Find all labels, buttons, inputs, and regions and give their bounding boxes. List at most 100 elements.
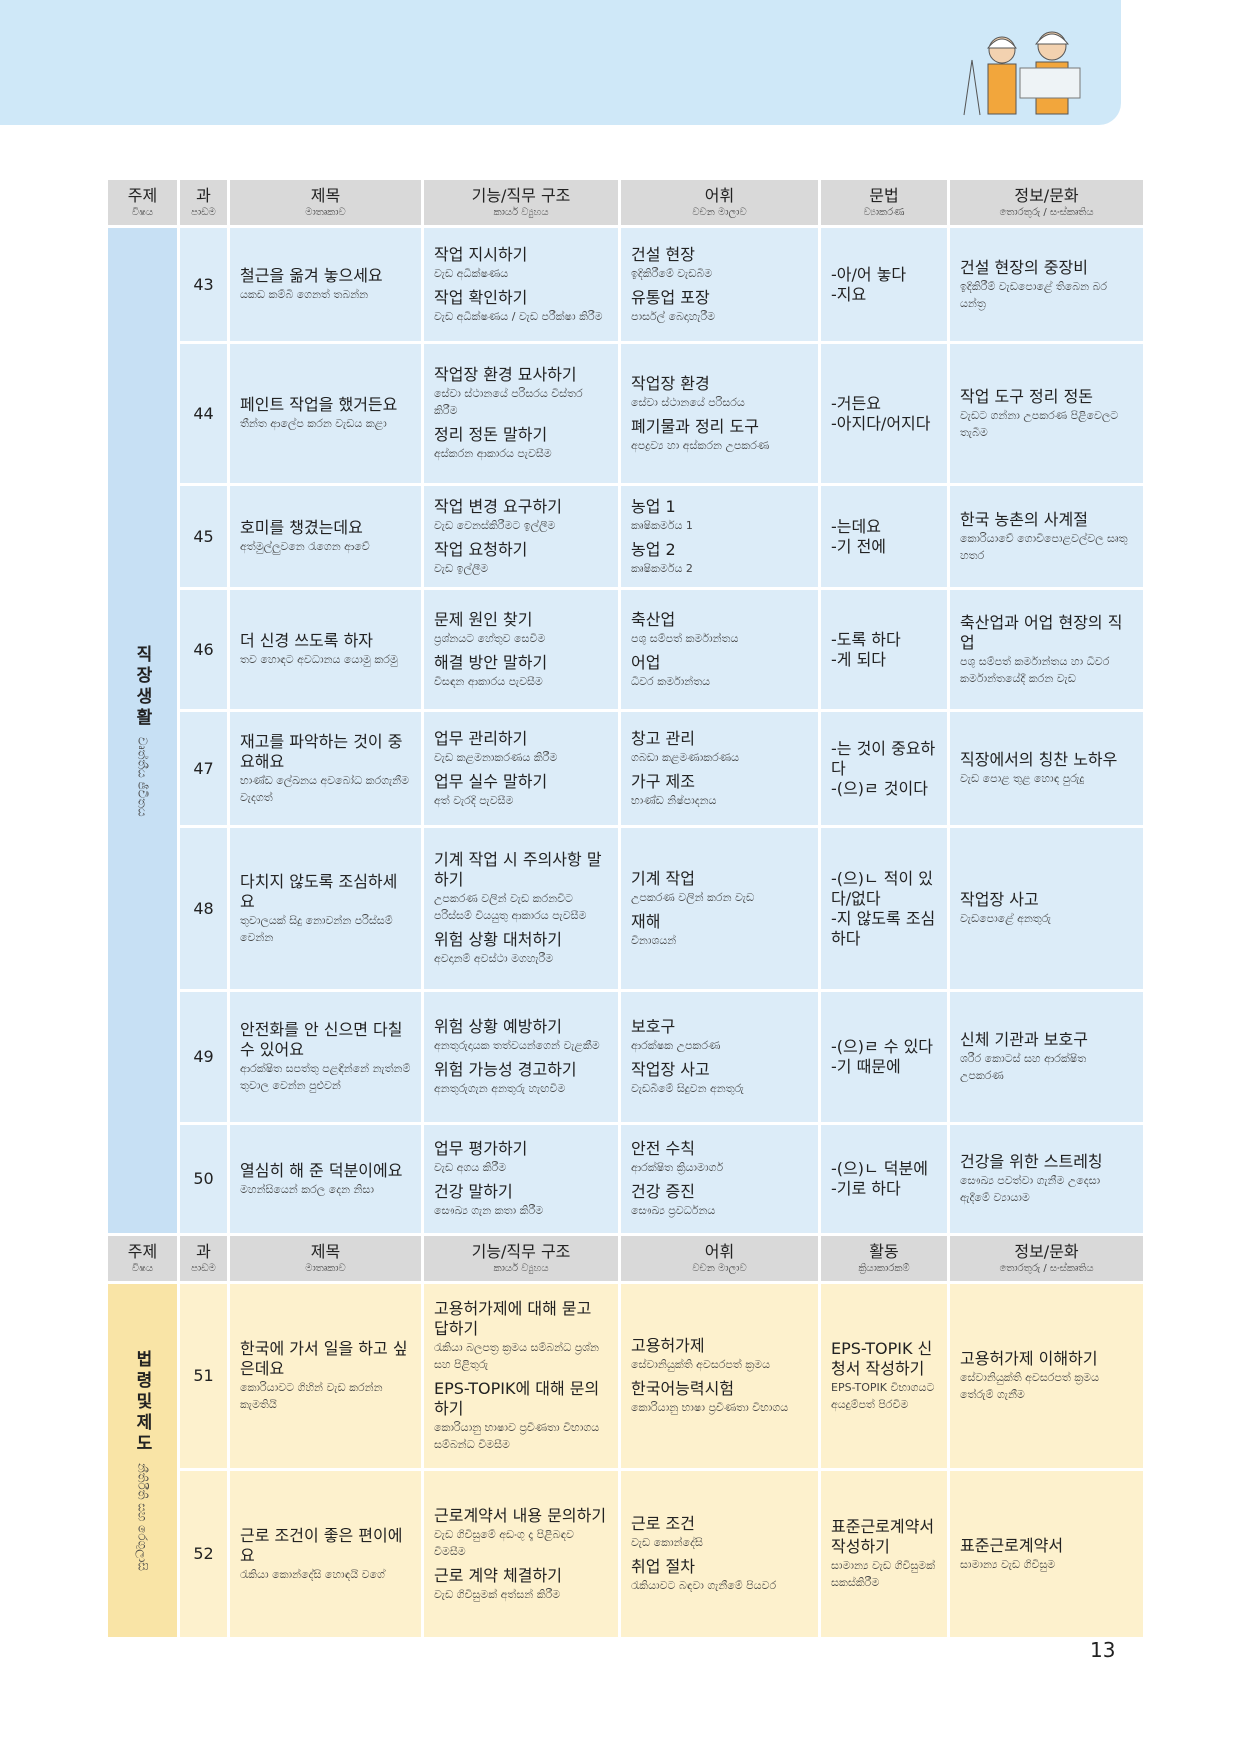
lesson-row: 법령및제도 නීතිරීති සහ රෙගුලාසි 51 한국에 가서 일을 하고 …	[105, 1281, 1146, 1640]
text-ko: 기능/직무 구조	[471, 1242, 571, 1261]
grammar-cell: -(으)ㄴ 적이 있다/없다 -지 않도록 조심하다	[818, 825, 950, 992]
text-si: වැඩ කොන්දේසි	[631, 1536, 703, 1549]
text-si: උපකරණ වලින් කරන වැඩ	[631, 890, 755, 904]
lesson: 48	[193, 898, 214, 918]
text-ko: 안전 수칙	[631, 1139, 695, 1158]
text-si: අනතුරුදායක තත්වයන්ගෙන් වැළකීම	[434, 1039, 600, 1052]
vocab-cell: 고용허가제 සේවානියුක්ති අවසරපත් ක්‍රමය 한국어능력시험 ක…	[618, 1281, 821, 1471]
text-si: අවදානම් අවස්ථා මගහැරීම	[434, 952, 554, 965]
lesson-number: 48	[177, 825, 230, 992]
text-ko: 보호구	[631, 1017, 676, 1036]
text-ko: 작업장 사고	[631, 1060, 710, 1079]
text-si: තුවාලයක් සිදු නොවන්න පරිස්සම් වෙන්න	[240, 913, 393, 944]
culture-cell: 신체 기관과 보호구 ශරීර කොටස් සහ ආරක්ෂිත උපකරණ	[947, 989, 1146, 1125]
text-ko: 고용허가제	[631, 1336, 705, 1355]
text-si: සාමාන්‍ය වැඩ ගිවිසුම	[960, 1557, 1056, 1571]
text-ko: 작업 요청하기	[434, 539, 528, 559]
culture-cell: 작업 도구 정리 정돈 වැඩට ගන්නා උපකරණ පිළිවෙලට තැබ…	[947, 341, 1146, 486]
lesson-row: 직장생활 වෘත්තීය ජීවිතය 43 철근을 옮겨 놓으세요 යකඩ කම්බි…	[105, 225, 1146, 1236]
text-si: පශු සම්පත් කර්මාන්තය හා ධීවර කර්මාන්තයේද…	[960, 654, 1110, 685]
text-si: ඉදිකිරීම් වැඩපොළේ තිබෙන බර යන්ත්‍ර	[960, 279, 1108, 310]
text-ko: 축산업	[631, 609, 676, 629]
text-ko: 제목	[310, 1242, 341, 1261]
grammar-item: -아/어 놓다	[831, 264, 907, 284]
lesson-number: 46	[177, 587, 230, 712]
text-si: කෘෂිකර්මය 1	[631, 518, 693, 532]
lesson-number: 47	[177, 709, 230, 828]
lesson-row: 44 페인트 작업을 했거든요 තීන්ත ආලේප කරන වැඩය කළා 작업장…	[107, 341, 1146, 486]
text-si: ආරක්ෂක උපකරණ	[631, 1039, 721, 1052]
text-ko: 업무 실수 말하기	[434, 771, 548, 791]
text-ko: EPS-TOPIK 신청서 작성하기	[831, 1339, 933, 1378]
grammar-item: -(으)ㄴ 덕분에	[831, 1159, 928, 1178]
header-cell: 정보/문화 තොරතුරු / සංස්කෘතිය	[947, 1233, 1146, 1284]
vocab-cell: 농업 1 කෘෂිකර්මය 1 농업 2 කෘෂිකර්මය 2	[618, 483, 821, 590]
text-ko: 직장에서의 칭찬 노하우	[960, 750, 1118, 769]
text-si: වචන මාලාව	[692, 1263, 747, 1274]
title-cell: 열심히 해 준 덕분이에요 මහන්සියෙන් කරල දෙන නිසා	[227, 1122, 424, 1236]
grammar-item: -거든요	[831, 393, 881, 413]
text-si: මහන්සියෙන් කරල දෙන නිසා	[240, 1182, 374, 1196]
text-ko: 근로 조건	[631, 1514, 695, 1533]
text-ko: 호미를 챙겼는데요	[240, 518, 363, 537]
text-si: කොරියාවේ ගොවිපොළවල්වල සෘතු හතර	[960, 531, 1128, 562]
lesson-row: 45 호미를 챙겼는데요 අත්මුල්ලුවනෙ රැගෙන ආවේ 작업 변경 요…	[107, 483, 1146, 590]
text-ko: 정보/문화	[1014, 186, 1079, 205]
grammar-cell: 표준근로계약서 작성하기 සාමාන්‍ය වැඩ ගිවිසුමක් සකස්ක…	[818, 1468, 950, 1640]
text-ko: 어휘	[704, 1242, 735, 1261]
text-ko: EPS-TOPIK에 대해 문의하기	[434, 1379, 600, 1418]
text-ko: 과	[196, 186, 211, 205]
text-si: වැඩ කළමනාකරණය කිරීම	[434, 750, 558, 764]
text-ko: 주제	[127, 186, 158, 205]
culture-cell: 한국 농촌의 사계절 කොරියාවේ ගොවිපොළවල්වල සෘතු හතර	[947, 483, 1146, 590]
text-si: සෞඛ්‍ය ප්‍රවර්ධනය	[631, 1204, 716, 1217]
text-si: තොරතුරු / සංස්කෘතිය	[999, 1263, 1094, 1274]
vocab-cell: 창고 관리 ගබඩා කළමණාකරණය 가구 제조 භාණ්ඩ නිෂ්පාදනය	[618, 709, 821, 828]
grammar-item: -도록 하다	[831, 629, 901, 649]
lesson-row: 50 열심히 해 준 덕분이에요 මහන්සියෙන් කරල දෙන නිසා 업무…	[107, 1122, 1146, 1236]
text-si: අනතුරුගැන අනතුරු හැඟවීම	[434, 1082, 566, 1095]
text-si: වචන මාලාව	[692, 207, 747, 218]
text-ko: 제목	[310, 186, 341, 205]
lesson-number: 50	[177, 1122, 230, 1236]
page-number: 13	[1090, 1638, 1116, 1662]
text-si: වැඩ අගය කිරීම	[434, 1161, 507, 1174]
text-ko: 철근을 옮겨 놓으세요	[240, 266, 383, 285]
text-ko: 어휘	[704, 186, 735, 205]
top-banner	[0, 0, 1121, 125]
grammar-item: -아지다/어지다	[831, 413, 931, 433]
lesson: 45	[193, 526, 214, 546]
text-si: වැඩ ගිවිසුමක් අත්සන් කිරීම	[434, 1587, 561, 1601]
text-ko: 근로 계약 체결하기	[434, 1565, 562, 1585]
header-cell: 과 පාඩම	[177, 1233, 230, 1284]
vocab-cell: 건설 현장 ඉදිකිරීමේ වැඩබිම 유통업 포장 පාර්සල් බෙදාහ…	[618, 225, 821, 344]
function-cell: 위험 상황 예방하기 අනතුරුදායක තත්වයන්ගෙන් වැළකීම 위…	[421, 989, 621, 1125]
header-cell: 주제 විෂය	[105, 177, 180, 228]
lesson-row: 47 재고를 파악하는 것이 중요해요 භාණ්ඩ ලේඛනය අවබෝධ කරගැ…	[107, 709, 1146, 828]
text-si: සෞඛ්‍ය ගැන කතා කිරීම	[434, 1204, 544, 1217]
text-ko: 표준근로계약서	[960, 1535, 1064, 1555]
text-ko: 창고 관리	[631, 728, 695, 748]
culture-cell: 고용허가제 이해하기 සේවානියුක්ති අවසරපත් ක්‍රමය තේ…	[947, 1281, 1146, 1471]
header-cell: 정보/문화 තොරතුරු / සංස්කෘතිය	[947, 177, 1146, 228]
text-ko: 표준근로계약서 작성하기	[831, 1517, 935, 1556]
lesson-number: 52	[177, 1468, 230, 1640]
header-row: 주제 විෂය 과 පාඩම 제목 මාතෘකාව 기능/직무 구조 කාර්ය ව්‍යුහ…	[105, 177, 1146, 228]
lesson: 44	[193, 403, 214, 423]
lesson-number: 44	[177, 341, 230, 486]
text-si: ගබඩා කළමණාකරණය	[631, 750, 740, 764]
header-cell: 과 පාඩම	[177, 177, 230, 228]
function-cell: 작업장 환경 묘사하기 සේවා ස්ථානයේ පරිසරය විස්තර කි…	[421, 341, 621, 486]
vocab-cell: 근로 조건 වැඩ කොන්දේසි 취업 절차 රැකියාවට බඳවා ගැනී…	[618, 1468, 821, 1640]
grammar-item: -기로 하다	[831, 1179, 901, 1198]
grammar-cell: -는데요 -기 전에	[818, 483, 950, 590]
function-cell: 고용허가제에 대해 묻고 답하기 රැකියා බලපත්‍ර ක්‍රමය සම…	[421, 1281, 621, 1471]
text-si: කාර්ය ව්‍යුහය	[493, 1263, 549, 1274]
grammar-item: -는 것이 중요하다	[831, 738, 936, 778]
text-si: අස්කරන ආකාරය පැවසීම	[434, 447, 552, 460]
lesson-row: 46 더 신경 쓰도록 하자 තව හොඳට අවධානය යොමු කරමු 문제 …	[107, 587, 1146, 712]
text-si: ආරක්ෂිත සපත්තු පළඳින්නේ නැත්නම් තුවාල වෙ…	[240, 1062, 411, 1092]
header-cell: 활동 ක්‍රියාකාරකම්	[818, 1233, 950, 1284]
header-cell: 어휘 වචන මාලාව	[618, 177, 821, 228]
